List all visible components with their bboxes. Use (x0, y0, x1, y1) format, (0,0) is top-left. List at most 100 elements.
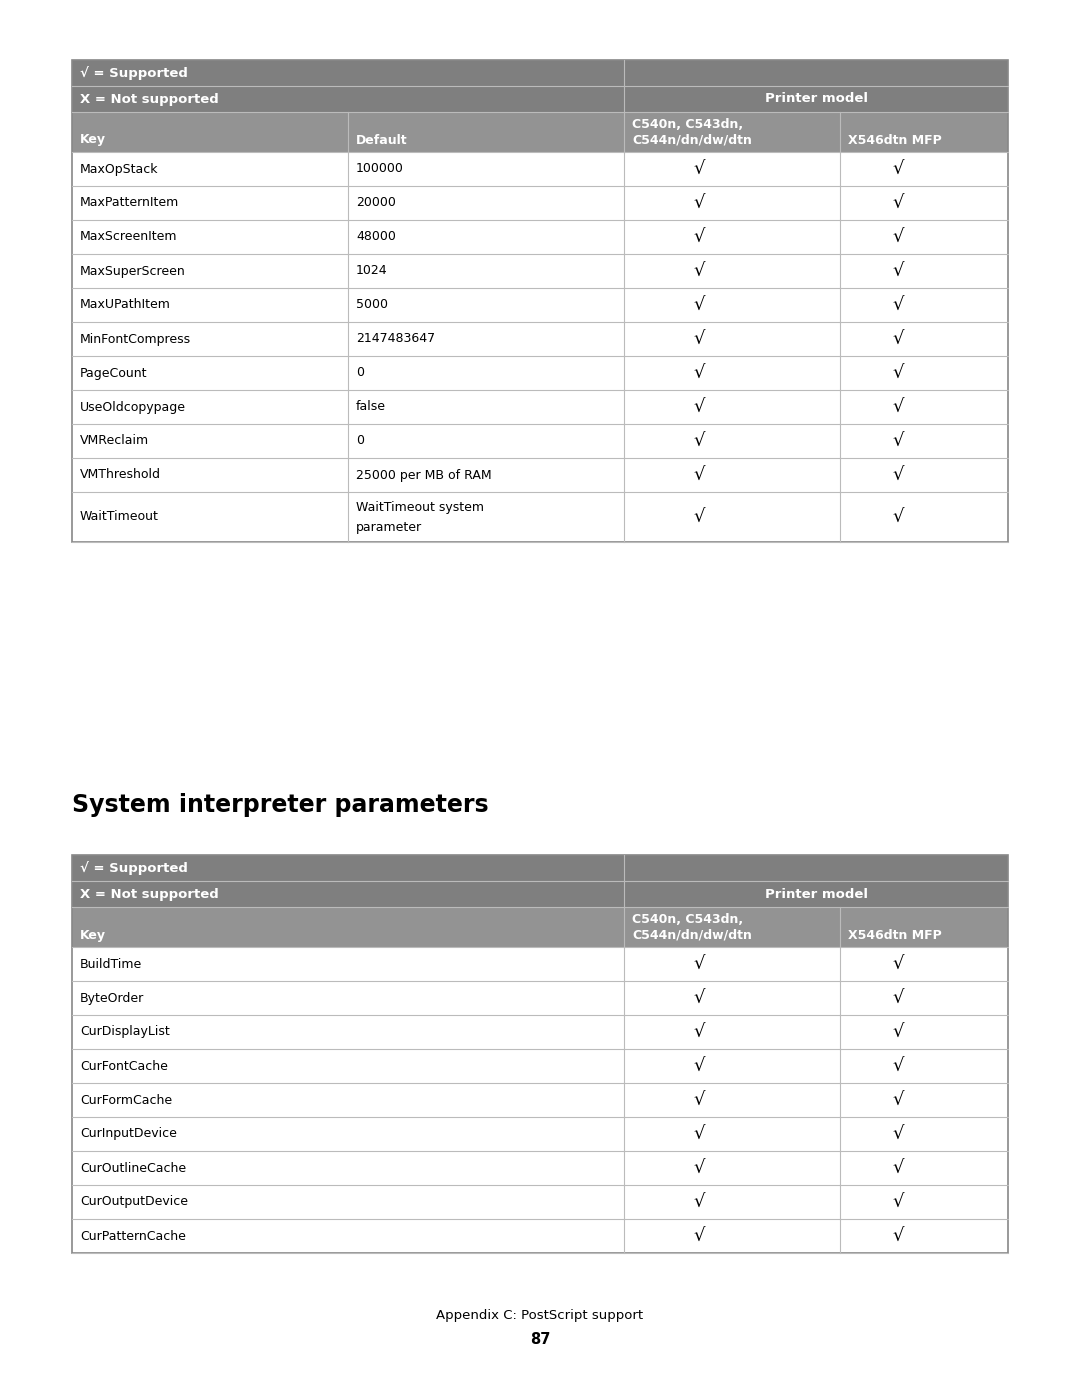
Text: √: √ (693, 432, 705, 450)
Text: √: √ (693, 228, 705, 246)
Text: 48000: 48000 (356, 231, 396, 243)
Text: √: √ (693, 989, 705, 1007)
Text: √: √ (893, 1125, 904, 1143)
Text: Default: Default (356, 134, 408, 147)
Bar (72, 425, 1008, 458)
Text: √: √ (893, 432, 904, 450)
Bar (72, 855, 1008, 1253)
Text: 1024: 1024 (356, 264, 388, 278)
Text: MaxOpStack: MaxOpStack (80, 162, 159, 176)
Text: √: √ (893, 989, 904, 1007)
Text: √: √ (893, 509, 904, 527)
Text: PageCount: PageCount (80, 366, 148, 380)
Text: WaitTimeout: WaitTimeout (80, 510, 159, 524)
Text: 2147483647: 2147483647 (356, 332, 435, 345)
Bar (72, 458, 1008, 492)
Text: √: √ (893, 1160, 904, 1178)
Text: √: √ (693, 1091, 705, 1109)
Text: 0: 0 (356, 434, 364, 447)
Text: Key: Key (80, 134, 106, 147)
Bar (72, 1151, 1008, 1185)
Text: MaxUPathItem: MaxUPathItem (80, 299, 171, 312)
Text: √: √ (693, 467, 705, 483)
Bar (72, 947, 1008, 981)
Text: Key: Key (80, 929, 106, 942)
Bar (72, 254, 1008, 288)
Text: X546dtn MFP: X546dtn MFP (848, 134, 942, 147)
Text: 0: 0 (356, 366, 364, 380)
Bar (72, 1049, 1008, 1083)
Text: X = Not supported: X = Not supported (80, 887, 219, 901)
Text: √: √ (893, 330, 904, 348)
Text: 87: 87 (530, 1333, 550, 1348)
Text: Printer model: Printer model (765, 92, 867, 106)
Text: √: √ (893, 296, 904, 314)
Text: MaxPatternItem: MaxPatternItem (80, 197, 179, 210)
Text: C540n, C543dn,: C540n, C543dn, (632, 117, 743, 130)
Text: √: √ (693, 296, 705, 314)
Bar (72, 1220, 1008, 1253)
Bar (72, 60, 1008, 87)
Text: CurFontCache: CurFontCache (80, 1059, 167, 1073)
Text: √: √ (693, 365, 705, 381)
Text: WaitTimeout system: WaitTimeout system (356, 500, 484, 514)
Text: CurFormCache: CurFormCache (80, 1094, 172, 1106)
Text: √: √ (693, 1125, 705, 1143)
Bar (72, 1083, 1008, 1118)
Bar (72, 60, 1008, 542)
Text: √: √ (893, 365, 904, 381)
Text: √: √ (893, 161, 904, 177)
Text: √: √ (893, 398, 904, 416)
Text: √: √ (693, 263, 705, 279)
Text: 5000: 5000 (356, 299, 388, 312)
Text: BuildTime: BuildTime (80, 957, 143, 971)
Text: false: false (356, 401, 387, 414)
Text: X = Not supported: X = Not supported (80, 92, 219, 106)
Bar (72, 492, 1008, 542)
Text: √: √ (693, 1058, 705, 1076)
Text: √: √ (693, 398, 705, 416)
Text: ByteOrder: ByteOrder (80, 992, 145, 1004)
Text: √: √ (893, 263, 904, 279)
Text: VMReclaim: VMReclaim (80, 434, 149, 447)
Text: √ = Supported: √ = Supported (80, 66, 188, 80)
Bar (72, 321, 1008, 356)
Text: √: √ (693, 509, 705, 527)
Bar (72, 87, 1008, 112)
Bar (72, 219, 1008, 254)
Text: parameter: parameter (356, 521, 422, 534)
Text: √ = Supported: √ = Supported (80, 861, 188, 875)
Text: 20000: 20000 (356, 197, 396, 210)
Text: MaxScreenItem: MaxScreenItem (80, 231, 177, 243)
Text: √: √ (893, 1227, 904, 1245)
Text: √: √ (893, 467, 904, 483)
Text: √: √ (693, 161, 705, 177)
Text: CurOutputDevice: CurOutputDevice (80, 1196, 188, 1208)
Bar (72, 981, 1008, 1016)
Text: √: √ (893, 956, 904, 972)
Text: √: √ (893, 1091, 904, 1109)
Text: UseOldcopypage: UseOldcopypage (80, 401, 186, 414)
Text: √: √ (693, 1023, 705, 1041)
Text: 100000: 100000 (356, 162, 404, 176)
Text: System interpreter parameters: System interpreter parameters (72, 793, 488, 817)
Text: √: √ (893, 1193, 904, 1211)
Text: CurDisplayList: CurDisplayList (80, 1025, 170, 1038)
Bar (72, 1016, 1008, 1049)
Text: √: √ (693, 1160, 705, 1178)
Text: √: √ (693, 194, 705, 212)
Bar (72, 356, 1008, 390)
Text: C540n, C543dn,: C540n, C543dn, (632, 912, 743, 925)
Bar (72, 390, 1008, 425)
Text: √: √ (893, 1023, 904, 1041)
Text: X546dtn MFP: X546dtn MFP (848, 929, 942, 942)
Text: Appendix C: PostScript support: Appendix C: PostScript support (436, 1309, 644, 1322)
Text: C544n/dn/dw/dtn: C544n/dn/dw/dtn (632, 134, 752, 147)
Text: Printer model: Printer model (765, 887, 867, 901)
Bar (72, 1185, 1008, 1220)
Text: √: √ (693, 956, 705, 972)
Text: √: √ (693, 330, 705, 348)
Bar (72, 288, 1008, 321)
Bar (72, 1118, 1008, 1151)
Bar (72, 186, 1008, 219)
